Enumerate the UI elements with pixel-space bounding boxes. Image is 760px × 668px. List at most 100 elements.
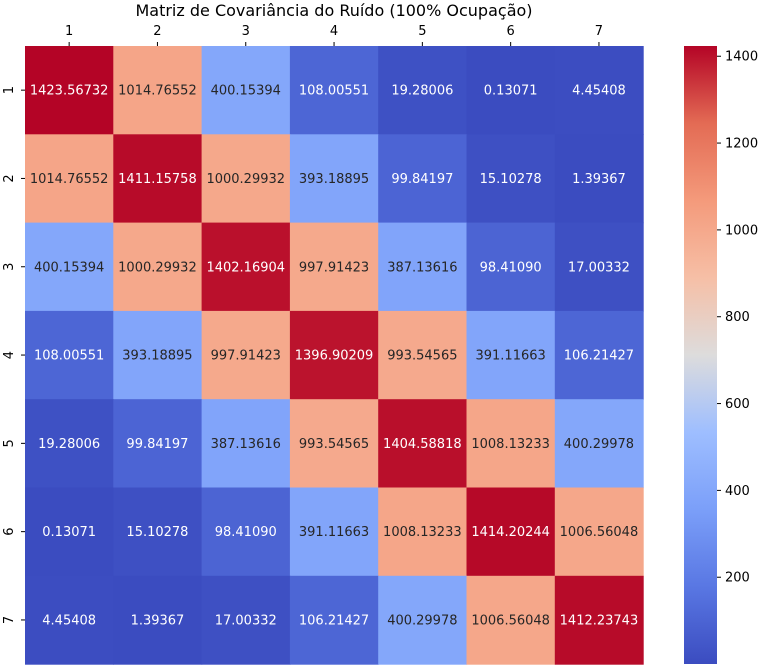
heatmap-cell	[466, 487, 556, 577]
x-tick-label: 7	[595, 24, 603, 39]
cell-value-label: 106.21427	[299, 613, 369, 628]
chart-title: Matriz de Covariância do Ruído (100% Ocu…	[135, 1, 532, 20]
x-tick-label: 5	[418, 24, 426, 39]
colorbar-gradient	[684, 46, 717, 664]
cell-value-label: 0.13071	[484, 84, 538, 99]
cell-value-label: 98.41090	[480, 260, 542, 275]
cell-value-label: 1.39367	[572, 172, 626, 187]
colorbar-tick-label: 1000	[725, 223, 758, 238]
cell-value-label: 1008.13233	[471, 437, 550, 452]
cell-value-label: 1423.56732	[30, 84, 109, 99]
cell-value-label: 1404.58818	[383, 437, 462, 452]
cell-value-label: 1411.15758	[118, 172, 197, 187]
heatmap-cell	[113, 575, 203, 665]
heatmap-cell-labels: 1423.56732 1014.76552 400.15394 108.00551 19…	[30, 84, 638, 629]
y-axis-ticks: 1 2 3 4 5 6 7	[2, 86, 25, 624]
heatmap-cell	[554, 487, 644, 577]
colorbar-tick-label: 1200	[725, 137, 758, 152]
colorbar-tick-label: 800	[725, 310, 750, 325]
colorbar-tick-label: 200	[725, 571, 750, 586]
heatmap-cell	[378, 46, 468, 135]
cell-value-label: 1000.29932	[118, 260, 197, 275]
y-tick-label: 4	[2, 351, 17, 359]
heatmap-cell	[113, 487, 203, 577]
heatmap-cell	[25, 222, 114, 312]
y-tick-label: 5	[2, 439, 17, 447]
heatmap-cell	[201, 134, 291, 224]
cell-value-label: 15.10278	[480, 172, 542, 187]
heatmap-cell	[466, 222, 556, 312]
cell-value-label: 400.29978	[387, 613, 457, 628]
cell-value-label: 997.91423	[211, 349, 281, 364]
y-tick-label: 7	[2, 616, 17, 624]
cell-value-label: 391.11663	[299, 525, 369, 540]
cell-value-label: 108.00551	[299, 84, 369, 99]
heatmap-cell	[554, 134, 644, 224]
heatmap-cell	[201, 310, 291, 400]
heatmap-cell	[201, 399, 291, 489]
heatmap-cell	[289, 310, 379, 400]
cell-value-label: 1396.90209	[295, 349, 374, 364]
cell-value-label: 1006.56048	[560, 525, 639, 540]
cell-value-label: 387.13616	[211, 437, 281, 452]
heatmap-cell	[113, 310, 203, 400]
x-tick-label: 2	[153, 24, 161, 39]
heatmap-cell	[466, 575, 556, 665]
cell-value-label: 400.15394	[211, 84, 281, 99]
cell-value-label: 1000.29932	[206, 172, 285, 187]
heatmap-cell	[25, 575, 114, 665]
x-tick-label: 6	[507, 24, 515, 39]
cell-value-label: 1412.23743	[560, 613, 639, 628]
x-tick-label: 3	[242, 24, 250, 39]
cell-value-label: 393.18895	[122, 349, 192, 364]
heatmap-cell	[554, 399, 644, 489]
cell-value-label: 19.28006	[391, 84, 453, 99]
cell-value-label: 1008.13233	[383, 525, 462, 540]
heatmap-cell	[378, 487, 468, 577]
cell-value-label: 4.45408	[572, 84, 626, 99]
heatmap-cell	[201, 487, 291, 577]
cell-value-label: 1.39367	[131, 613, 185, 628]
y-tick-label: 1	[2, 86, 17, 94]
cell-value-label: 400.29978	[564, 437, 634, 452]
cell-value-label: 993.54565	[387, 349, 457, 364]
heatmap-cell	[466, 46, 556, 135]
colorbar-tick-label: 1400	[725, 50, 758, 65]
cell-value-label: 99.84197	[126, 437, 188, 452]
heatmap-cell	[25, 310, 114, 400]
cell-value-label: 0.13071	[42, 525, 96, 540]
heatmap-cell	[466, 134, 556, 224]
heatmap-cell	[201, 46, 291, 135]
heatmap-cell	[25, 134, 114, 224]
heatmap-cell	[378, 310, 468, 400]
cell-value-label: 17.00332	[568, 260, 630, 275]
cell-value-label: 391.11663	[475, 349, 545, 364]
cell-value-label: 15.10278	[126, 525, 188, 540]
cell-value-label: 17.00332	[215, 613, 277, 628]
cell-value-label: 106.21427	[564, 349, 634, 364]
heatmap-cell	[378, 399, 468, 489]
heatmap-cell	[25, 487, 114, 577]
cell-value-label: 400.15394	[34, 260, 104, 275]
y-tick-label: 3	[2, 263, 17, 271]
cell-value-label: 1014.76552	[118, 84, 197, 99]
x-axis-ticks: 1 2 3 4 5 6 7	[65, 24, 603, 46]
heatmap-cell	[289, 46, 379, 135]
heatmap-cell	[378, 575, 468, 665]
heatmap-cell	[289, 487, 379, 577]
cell-value-label: 1414.20244	[471, 525, 550, 540]
heatmap-cell	[554, 310, 644, 400]
heatmap-cell	[554, 222, 644, 312]
cell-value-label: 1402.16904	[206, 260, 285, 275]
cell-value-label: 98.41090	[215, 525, 277, 540]
colorbar-tick-label: 600	[725, 397, 750, 412]
heatmap-cell	[289, 222, 379, 312]
heatmap-cell	[466, 399, 556, 489]
y-tick-label: 6	[2, 528, 17, 536]
heatmap-cell	[289, 575, 379, 665]
heatmap-cell	[201, 575, 291, 665]
heatmap-cell	[113, 222, 203, 312]
cell-value-label: 108.00551	[34, 349, 104, 364]
cell-value-label: 393.18895	[299, 172, 369, 187]
